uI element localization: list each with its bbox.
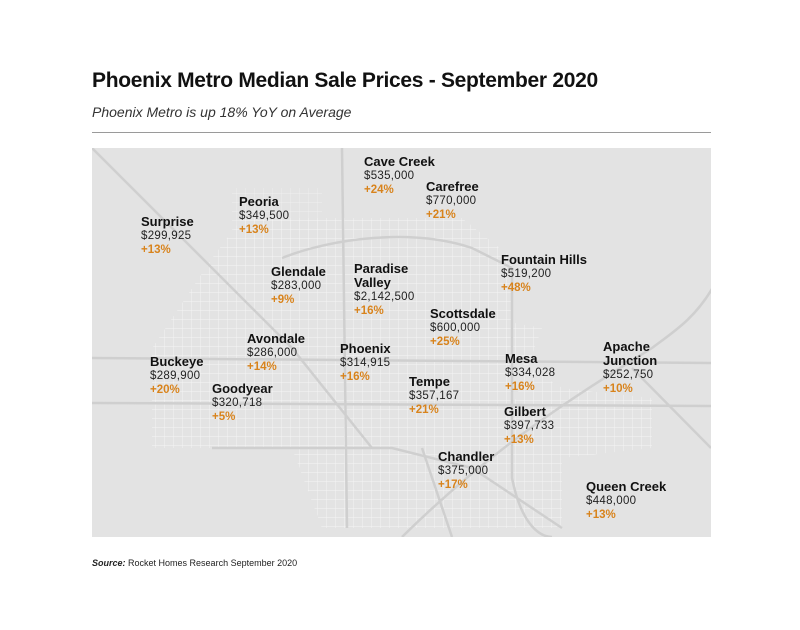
city-name-line1: Paradise xyxy=(354,261,409,276)
city-change: +13% xyxy=(239,224,269,236)
city-label-surprise: Surprise $299,925 +13% xyxy=(141,215,194,257)
city-label-avondale: Avondale $286,000 +14% xyxy=(247,332,305,374)
page-title: Phoenix Metro Median Sale Prices - Septe… xyxy=(92,69,598,92)
city-change: +21% xyxy=(409,404,439,416)
city-name: Glendale xyxy=(271,264,326,279)
city-price: $448,000 xyxy=(586,495,637,507)
city-price: $519,200 xyxy=(501,268,552,280)
city-change: +13% xyxy=(586,509,616,521)
city-name: Cave Creek xyxy=(364,154,435,169)
city-label-queen-creek: Queen Creek $448,000 +13% xyxy=(586,480,666,522)
city-price: $286,000 xyxy=(247,347,298,359)
city-name: Phoenix xyxy=(340,341,391,356)
city-label-cave-creek: Cave Creek $535,000 +24% xyxy=(364,155,435,197)
city-label-tempe: Tempe $357,167 +21% xyxy=(409,375,459,417)
city-label-fountain-hills: Fountain Hills $519,200 +48% xyxy=(501,253,587,295)
city-name: Scottsdale xyxy=(430,306,496,321)
city-price: $375,000 xyxy=(438,465,489,477)
city-label-buckeye: Buckeye $289,900 +20% xyxy=(150,355,203,397)
city-name: Goodyear xyxy=(212,381,273,396)
city-price: $299,925 xyxy=(141,230,192,242)
city-name: Tempe xyxy=(409,374,450,389)
city-price: $252,750 xyxy=(603,369,654,381)
city-name: Chandler xyxy=(438,449,495,464)
city-price: $770,000 xyxy=(426,195,477,207)
city-name-line1: Apache xyxy=(603,339,650,354)
city-change: +16% xyxy=(505,381,535,393)
city-label-scottsdale: Scottsdale $600,000 +25% xyxy=(430,307,496,349)
city-price: $397,733 xyxy=(504,420,555,432)
city-price: $289,900 xyxy=(150,370,201,382)
city-name: Surprise xyxy=(141,214,194,229)
city-change: +48% xyxy=(501,282,531,294)
city-label-carefree: Carefree $770,000 +21% xyxy=(426,180,479,222)
city-name: Mesa xyxy=(505,351,538,366)
city-change: +14% xyxy=(247,361,277,373)
city-change: +13% xyxy=(141,244,171,256)
city-change: +16% xyxy=(354,305,384,317)
city-name: Queen Creek xyxy=(586,479,667,494)
city-label-goodyear: Goodyear $320,718 +5% xyxy=(212,382,273,424)
city-label-glendale: Glendale $283,000 +9% xyxy=(271,265,326,307)
city-change: +20% xyxy=(150,384,180,396)
city-price: $314,915 xyxy=(340,357,391,369)
city-price: $283,000 xyxy=(271,280,322,292)
city-name: Buckeye xyxy=(150,354,204,369)
city-label-paradise-valley: Paradise Valley $2,142,500 +16% xyxy=(354,262,415,318)
city-label-mesa: Mesa $334,028 +16% xyxy=(505,352,555,394)
city-price: $535,000 xyxy=(364,170,415,182)
city-price: $600,000 xyxy=(430,322,481,334)
city-label-apache-junction: Apache Junction $252,750 +10% xyxy=(603,340,657,396)
city-label-gilbert: Gilbert $397,733 +13% xyxy=(504,405,554,447)
city-price: $320,718 xyxy=(212,397,263,409)
city-name: Avondale xyxy=(247,331,306,346)
city-change: +16% xyxy=(340,371,370,383)
divider xyxy=(92,132,711,133)
source-label: Source: xyxy=(92,558,126,568)
city-change: +17% xyxy=(438,479,468,491)
source-text: Rocket Homes Research September 2020 xyxy=(128,558,298,568)
city-label-peoria: Peoria $349,500 +13% xyxy=(239,195,289,237)
city-change: +21% xyxy=(426,209,456,221)
city-name: Carefree xyxy=(426,179,479,194)
city-change: +13% xyxy=(504,434,534,446)
city-label-chandler: Chandler $375,000 +17% xyxy=(438,450,494,492)
city-name: Peoria xyxy=(239,194,279,209)
city-name: Gilbert xyxy=(504,404,546,419)
city-change: +10% xyxy=(603,383,633,395)
city-price: $357,167 xyxy=(409,390,460,402)
city-name: Fountain Hills xyxy=(501,252,587,267)
map-background xyxy=(92,148,711,537)
city-change: +25% xyxy=(430,336,460,348)
city-change: +24% xyxy=(364,184,394,196)
source-note: Source: Rocket Homes Research September … xyxy=(92,558,297,568)
map: Cave Creek $535,000 +24% Carefree $770,0… xyxy=(92,148,711,537)
city-name-line2: Junction xyxy=(603,353,658,368)
city-price: $2,142,500 xyxy=(354,291,415,303)
city-name-line2: Valley xyxy=(354,275,391,290)
city-label-phoenix: Phoenix $314,915 +16% xyxy=(340,342,391,384)
city-change: +9% xyxy=(271,294,295,306)
city-price: $349,500 xyxy=(239,210,290,222)
city-price: $334,028 xyxy=(505,367,556,379)
page-subtitle: Phoenix Metro is up 18% YoY on Average xyxy=(92,104,352,120)
city-change: +5% xyxy=(212,411,236,423)
